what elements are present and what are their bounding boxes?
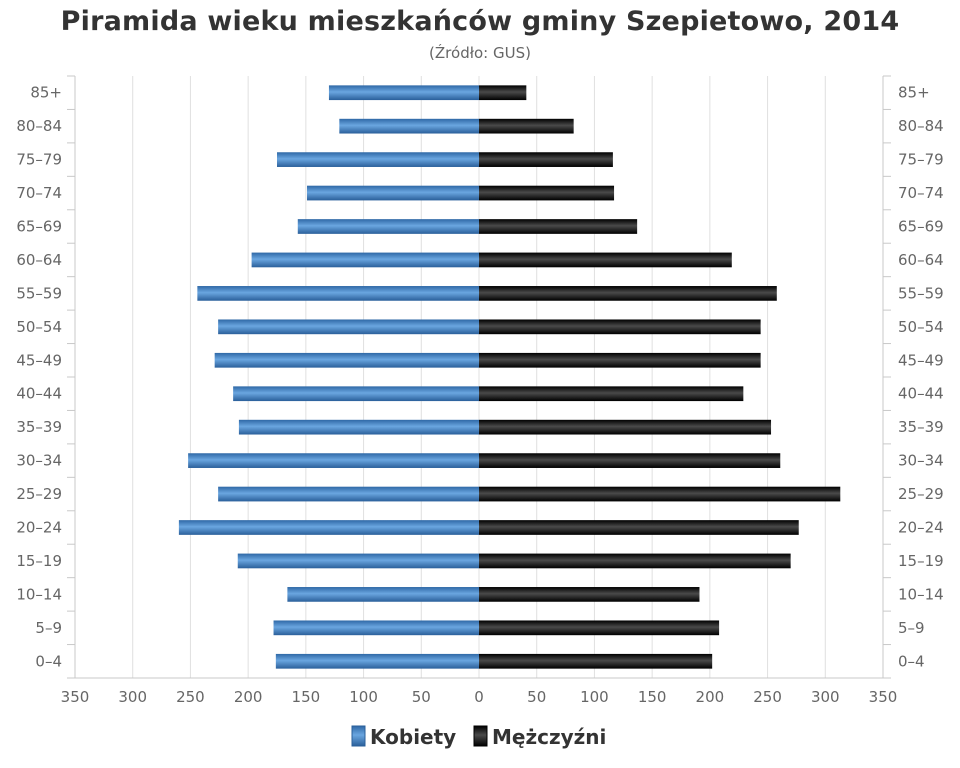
y-tick-label-left: 75–79 <box>16 151 62 169</box>
y-tick-label-right: 85+ <box>898 84 930 102</box>
x-tick-label: 350 <box>61 688 90 706</box>
bar-kobiety <box>218 319 480 335</box>
bar-kobiety <box>178 520 479 535</box>
bar-mezczyzni <box>479 85 527 101</box>
bar-mezczyzni <box>479 352 761 368</box>
bar-mezczyzni <box>479 386 744 402</box>
bar-kobiety <box>273 620 479 636</box>
legend-label: Mężczyźni <box>492 725 606 749</box>
bar-kobiety <box>339 118 479 134</box>
bar-kobiety <box>218 486 480 502</box>
bar-kobiety <box>197 286 479 301</box>
y-tick-label-left: 70–74 <box>16 184 62 202</box>
y-tick-label-left: 20–24 <box>16 519 62 537</box>
y-tick-label-left: 85+ <box>30 84 62 102</box>
x-tick-label: 200 <box>696 688 725 706</box>
y-tick-label-right: 70–74 <box>898 184 944 202</box>
x-tick-label: 150 <box>638 688 667 706</box>
y-tick-label-left: 5–9 <box>35 619 62 637</box>
bar-mezczyzni <box>479 486 841 502</box>
bar-mezczyzni <box>479 520 799 535</box>
bar-kobiety <box>188 453 479 468</box>
legend-swatch <box>351 725 366 747</box>
bar-mezczyzni <box>479 118 574 134</box>
bar-mezczyzni <box>479 653 713 669</box>
x-tick-label: 300 <box>118 688 147 706</box>
x-tick-label: 350 <box>869 688 898 706</box>
y-tick-label-left: 0–4 <box>35 652 62 670</box>
y-tick-label-left: 40–44 <box>16 385 62 403</box>
y-tick-label-left: 80–84 <box>16 117 62 135</box>
bar-mezczyzni <box>479 620 720 636</box>
y-tick-label-right: 30–34 <box>898 452 944 470</box>
y-tick-label-left: 65–69 <box>16 218 62 236</box>
bar-mezczyzni <box>479 152 613 167</box>
bar-kobiety <box>233 386 479 402</box>
y-tick-label-right: 0–4 <box>898 652 925 670</box>
y-tick-label-left: 60–64 <box>16 251 62 269</box>
bar-mezczyzni <box>479 587 700 602</box>
y-tick-label-right: 40–44 <box>898 385 944 403</box>
y-tick-label-left: 15–19 <box>16 552 62 570</box>
bars <box>178 85 841 669</box>
y-tick-label-right: 75–79 <box>898 151 944 169</box>
bar-kobiety <box>237 553 479 569</box>
bar-mezczyzni <box>479 453 781 468</box>
x-tick-label: 0 <box>474 688 484 706</box>
y-tick-label-right: 60–64 <box>898 251 944 269</box>
bar-kobiety <box>214 352 479 368</box>
y-tick-label-right: 15–19 <box>898 552 944 570</box>
y-tick-label-left: 35–39 <box>16 418 62 436</box>
x-tick-label: 50 <box>527 688 546 706</box>
bar-kobiety <box>251 252 479 268</box>
bar-mezczyzni <box>479 286 777 301</box>
y-tick-label-right: 55–59 <box>898 284 944 302</box>
y-tick-label-right: 80–84 <box>898 117 944 135</box>
x-tick-label: 250 <box>176 688 205 706</box>
y-tick-label-left: 50–54 <box>16 318 62 336</box>
bar-mezczyzni <box>479 553 791 569</box>
y-tick-label-right: 45–49 <box>898 351 944 369</box>
chart-title: Piramida wieku mieszkańców gminy Szepiet… <box>60 6 900 37</box>
x-tick-label: 200 <box>234 688 263 706</box>
bar-kobiety <box>275 653 479 669</box>
bar-mezczyzni <box>479 219 638 234</box>
legend-swatch <box>473 725 488 747</box>
bar-kobiety <box>287 587 479 602</box>
bar-kobiety <box>297 219 479 234</box>
x-tick-label: 100 <box>580 688 609 706</box>
bar-mezczyzni <box>479 185 615 201</box>
y-tick-label-right: 5–9 <box>898 619 925 637</box>
y-tick-label-right: 35–39 <box>898 418 944 436</box>
y-tick-label-right: 20–24 <box>898 519 944 537</box>
y-tick-label-right: 50–54 <box>898 318 944 336</box>
bar-kobiety <box>307 185 479 201</box>
chart-subtitle: (Źródło: GUS) <box>429 44 531 62</box>
legend-label: Kobiety <box>370 725 456 749</box>
bar-mezczyzni <box>479 252 732 268</box>
bar-kobiety <box>277 152 479 167</box>
x-tick-label: 300 <box>811 688 840 706</box>
x-tick-label: 50 <box>412 688 431 706</box>
axes: 350 300 250 200 150 100 50 0 50 100 150 200 250 300 35… <box>16 75 944 706</box>
y-tick-label-right: 25–29 <box>898 485 944 503</box>
y-tick-label-left: 45–49 <box>16 351 62 369</box>
legend: Kobiety Mężczyźni <box>351 725 606 749</box>
bar-kobiety <box>328 85 479 101</box>
bar-mezczyzni <box>479 419 772 435</box>
bar-mezczyzni <box>479 319 761 335</box>
y-tick-label-left: 25–29 <box>16 485 62 503</box>
x-tick-label: 100 <box>349 688 378 706</box>
y-tick-label-left: 55–59 <box>16 284 62 302</box>
bar-kobiety <box>238 419 479 435</box>
x-tick-label: 150 <box>292 688 321 706</box>
y-tick-label-right: 65–69 <box>898 218 944 236</box>
y-tick-label-right: 10–14 <box>898 585 944 603</box>
y-tick-label-left: 30–34 <box>16 452 62 470</box>
x-tick-label: 250 <box>753 688 782 706</box>
y-tick-label-left: 10–14 <box>16 585 62 603</box>
